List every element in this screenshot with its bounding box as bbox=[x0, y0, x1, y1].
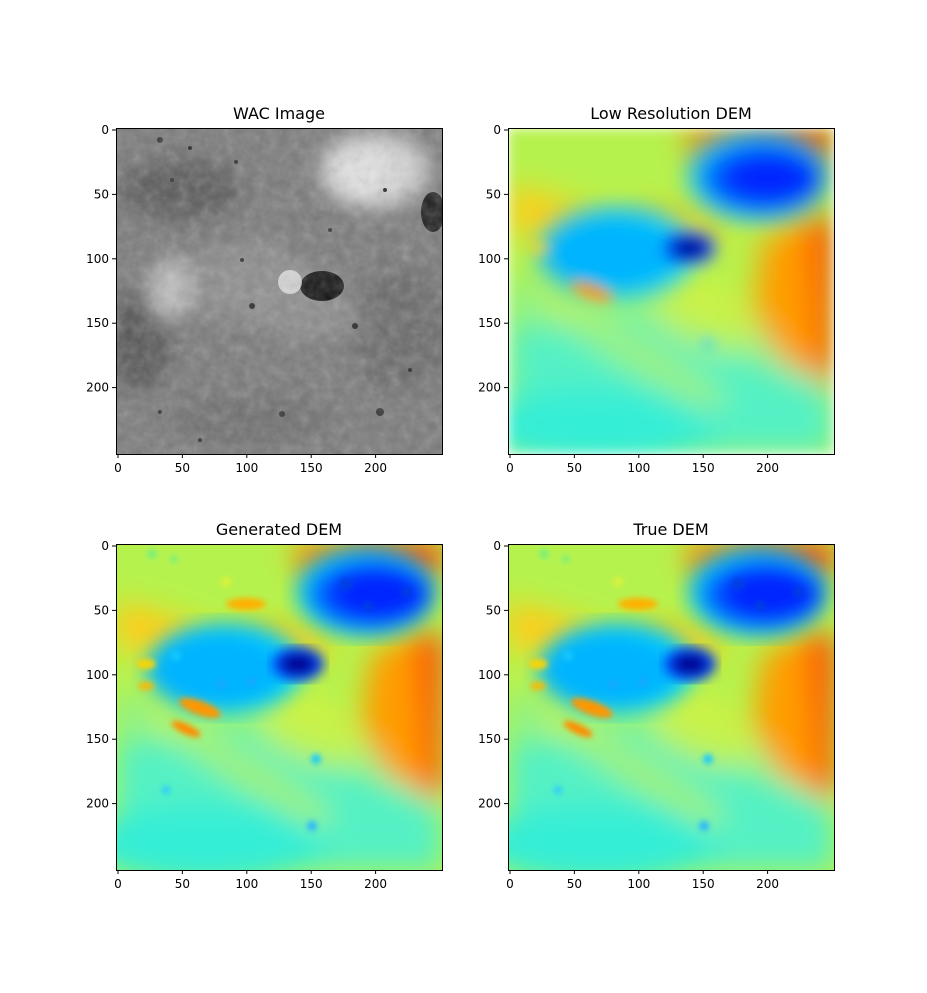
wac-xtick-label-4: 200 bbox=[364, 461, 387, 475]
lowres-ytick-label-4: 200 bbox=[478, 381, 501, 395]
true-ytick-label-3: 150 bbox=[478, 732, 501, 746]
wac-xtick-label-2: 100 bbox=[235, 461, 258, 475]
true-xtick-label-0: 0 bbox=[506, 877, 514, 891]
generated-ytick-label-1: 50 bbox=[94, 603, 109, 617]
generated-ytick-label-0: 0 bbox=[101, 539, 109, 553]
lowres-ytick-label-3: 150 bbox=[478, 316, 501, 330]
lowres-ytick-label-1: 50 bbox=[486, 187, 501, 201]
lowres-ytick-label-2: 100 bbox=[478, 252, 501, 266]
generated-xtick-label-0: 0 bbox=[114, 877, 122, 891]
lowres-xtick-label-3: 150 bbox=[692, 461, 715, 475]
true-dem-image bbox=[478, 544, 834, 884]
true-xtick-label-1: 50 bbox=[567, 877, 582, 891]
lowres-xtick-label-0: 0 bbox=[506, 461, 514, 475]
wac-ytick-label-0: 0 bbox=[101, 123, 109, 137]
lowres-xtick-label-1: 50 bbox=[567, 461, 582, 475]
wac-ytick-label-1: 50 bbox=[94, 187, 109, 201]
generated-xtick-label-3: 150 bbox=[300, 877, 323, 891]
true-ytick-label-2: 100 bbox=[478, 668, 501, 682]
wac-axes-frame bbox=[116, 128, 443, 455]
lowres-ytick-label-0: 0 bbox=[493, 123, 501, 137]
wac-image bbox=[116, 128, 442, 454]
lowres-xtick-label-2: 100 bbox=[627, 461, 650, 475]
ticks-layer: 0 50 100 150 200 0 50 100 150 200 0 50 100 150 200 0 50 1… bbox=[86, 123, 779, 891]
true-ytick-label-4: 200 bbox=[478, 797, 501, 811]
wac-ytick-label-3: 150 bbox=[86, 316, 109, 330]
wac-ytick-label-2: 100 bbox=[86, 252, 109, 266]
generated-ytick-label-2: 100 bbox=[86, 668, 109, 682]
panel-title-lowres: Low Resolution DEM bbox=[590, 104, 752, 123]
generated-xtick-label-4: 200 bbox=[364, 877, 387, 891]
true-xtick-label-2: 100 bbox=[627, 877, 650, 891]
lowres-dem-image bbox=[478, 128, 834, 468]
wac-ytick-label-4: 200 bbox=[86, 381, 109, 395]
wac-xtick-label-0: 0 bbox=[114, 461, 122, 475]
generated-xtick-label-1: 50 bbox=[175, 877, 190, 891]
panel-title-wac: WAC Image bbox=[233, 104, 325, 123]
wac-xtick-label-3: 150 bbox=[300, 461, 323, 475]
panel-title-true: True DEM bbox=[633, 520, 709, 539]
generated-ytick-label-3: 150 bbox=[86, 732, 109, 746]
generated-dem-image bbox=[86, 544, 442, 884]
true-xtick-label-3: 150 bbox=[692, 877, 715, 891]
generated-ytick-label-4: 200 bbox=[86, 797, 109, 811]
true-xtick-label-4: 200 bbox=[756, 877, 779, 891]
panel-title-generated: Generated DEM bbox=[215, 520, 343, 539]
generated-axes-frame bbox=[116, 544, 443, 871]
true-ytick-label-1: 50 bbox=[486, 603, 501, 617]
true-ytick-label-0: 0 bbox=[493, 539, 501, 553]
wac-xtick-label-1: 50 bbox=[175, 461, 190, 475]
lowres-xtick-label-4: 200 bbox=[756, 461, 779, 475]
generated-xtick-label-2: 100 bbox=[235, 877, 258, 891]
true-axes-frame bbox=[508, 544, 835, 871]
lowres-axes-frame bbox=[508, 128, 835, 455]
